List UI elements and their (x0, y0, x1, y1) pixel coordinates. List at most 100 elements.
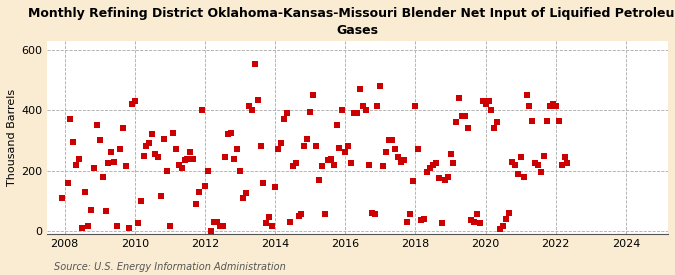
Point (246, 108, 257, 112)
Point (480, 102, 491, 106)
Point (185, 150, 196, 155)
Point (235, 168, 246, 173)
Point (281, 111, 292, 116)
Point (112, 224, 123, 229)
Point (317, 164, 327, 168)
Point (308, 93, 319, 97)
Point (460, 114, 470, 119)
Point (117, 126, 128, 131)
Point (288, 164, 298, 168)
Point (100, 209, 111, 213)
Point (103, 161, 114, 165)
Point (144, 141, 155, 146)
Point (360, 108, 371, 112)
Point (416, 218, 427, 222)
Point (150, 152, 161, 156)
Point (367, 211, 377, 215)
Point (214, 224, 225, 229)
Point (340, 150, 351, 155)
Point (62, 180, 73, 185)
Point (240, 191, 251, 196)
Point (457, 114, 468, 119)
Point (229, 156, 240, 161)
Point (258, 180, 269, 185)
Point (442, 174, 453, 179)
Point (495, 227, 506, 232)
Point (466, 218, 477, 222)
Point (88, 165, 99, 170)
Point (454, 96, 464, 100)
Point (445, 152, 456, 156)
Title: Monthly Refining District Oklahoma-Kansas-Missouri Blender Net Input of Liquifie: Monthly Refining District Oklahoma-Kansa… (28, 7, 675, 37)
Point (550, 104, 561, 108)
Point (539, 153, 549, 158)
Point (264, 215, 275, 219)
Point (319, 212, 330, 216)
Point (425, 165, 435, 170)
Point (106, 150, 117, 155)
Point (68, 140, 79, 144)
Point (334, 146, 345, 150)
Point (468, 220, 479, 224)
Point (293, 214, 304, 218)
Point (252, 98, 263, 102)
Point (384, 138, 395, 143)
Point (402, 220, 412, 224)
Point (439, 177, 450, 182)
Point (343, 144, 354, 149)
Point (372, 104, 383, 108)
Point (173, 162, 184, 167)
Point (56, 196, 67, 200)
Point (290, 161, 301, 165)
Point (375, 84, 386, 88)
Point (310, 144, 321, 149)
Point (346, 161, 356, 165)
Point (427, 162, 438, 167)
Point (536, 170, 547, 174)
Point (226, 131, 237, 135)
Point (270, 185, 281, 189)
Point (448, 161, 459, 165)
Point (138, 153, 149, 158)
Point (518, 174, 529, 179)
Point (331, 123, 342, 128)
Point (418, 217, 429, 221)
Point (71, 162, 82, 167)
Point (244, 104, 254, 108)
Point (82, 224, 93, 229)
Point (381, 150, 392, 155)
Point (510, 162, 520, 167)
Point (202, 168, 213, 173)
Y-axis label: Thousand Barrels: Thousand Barrels (7, 89, 17, 186)
Point (261, 221, 272, 226)
Point (515, 155, 526, 159)
Point (296, 212, 307, 216)
Point (279, 117, 290, 122)
Point (132, 221, 143, 226)
Point (358, 104, 369, 108)
Point (497, 224, 508, 229)
Point (211, 220, 222, 224)
Point (477, 99, 488, 103)
Point (506, 159, 517, 164)
Point (504, 211, 514, 215)
Point (176, 165, 187, 170)
Point (530, 161, 541, 165)
Point (188, 156, 198, 161)
Point (74, 156, 84, 161)
Point (238, 196, 248, 200)
Point (541, 119, 552, 123)
Point (521, 93, 532, 97)
Point (182, 156, 193, 161)
Text: Source: U.S. Energy Information Administration: Source: U.S. Energy Information Administ… (54, 262, 286, 272)
Point (86, 208, 97, 212)
Point (323, 158, 333, 162)
Point (267, 224, 277, 229)
Point (559, 155, 570, 159)
Point (95, 138, 105, 143)
Point (501, 217, 512, 221)
Point (124, 226, 134, 230)
Point (191, 202, 202, 206)
Point (161, 168, 172, 173)
Point (431, 161, 441, 165)
